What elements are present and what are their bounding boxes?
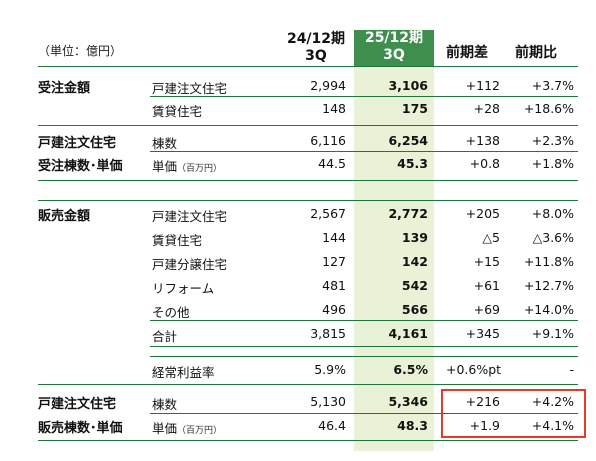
diff-value: +69 xyxy=(473,302,500,317)
curr-value: 542 xyxy=(401,278,428,293)
curr-value: 6.5% xyxy=(393,362,428,377)
prev-value: 481 xyxy=(322,278,346,293)
unit-label: （単位：億円） xyxy=(38,44,123,58)
row-label: 経常利益率 xyxy=(152,365,215,380)
diff-value: +216 xyxy=(465,394,500,409)
curr-value: 139 xyxy=(401,230,428,245)
table-rule xyxy=(150,356,578,357)
header-previous-period: 24/12期 3Q xyxy=(286,31,346,65)
row-label-note: （百万円） xyxy=(177,164,223,174)
ratio-value: +9.1% xyxy=(531,326,574,341)
row-label: 合計 xyxy=(152,329,178,344)
row-label-note: （百万円） xyxy=(177,426,223,436)
row-label: 棟数 xyxy=(152,397,178,412)
ratio-value: +11.8% xyxy=(523,254,574,269)
row-label: 戸建注文住宅 xyxy=(152,81,228,96)
prev-value: 46.4 xyxy=(318,418,346,433)
highlight-callout-box xyxy=(441,389,586,438)
diff-value: +345 xyxy=(465,326,500,341)
curr-value: 2,772 xyxy=(388,206,428,221)
row-label: その他 xyxy=(152,305,190,320)
ratio-value: +4.2% xyxy=(531,394,574,409)
header-current-period-line2: 3Q xyxy=(383,47,405,63)
prev-value: 2,994 xyxy=(310,78,346,93)
prev-value: 127 xyxy=(322,254,346,269)
row-label: 棟数 xyxy=(152,136,178,151)
ratio-value: +2.3% xyxy=(531,133,574,148)
diff-value: +15 xyxy=(473,254,500,269)
diff-value: △5 xyxy=(482,230,500,245)
table-rule xyxy=(38,125,578,126)
ratio-value: +4.1% xyxy=(531,418,574,433)
curr-value: 175 xyxy=(401,101,428,116)
prev-value: 5,130 xyxy=(310,394,346,409)
table-rule xyxy=(150,320,578,321)
diff-value: +61 xyxy=(473,278,500,293)
ratio-value: +8.0% xyxy=(531,206,574,221)
curr-value: 5,346 xyxy=(388,394,428,409)
diff-value: +0.6%pt xyxy=(446,362,502,377)
prev-value: 144 xyxy=(322,230,346,245)
curr-value: 48.3 xyxy=(397,418,428,433)
row-label: 戸建注文住宅 xyxy=(152,209,228,224)
ratio-value: +12.7% xyxy=(523,278,574,293)
header-previous-period-line2: 3Q xyxy=(305,48,327,64)
table-rule xyxy=(38,440,578,441)
curr-value: 142 xyxy=(401,254,428,269)
header-current-period-line1: 25/12期 xyxy=(364,30,424,46)
prev-value: 3,815 xyxy=(310,326,346,341)
diff-value: +1.9 xyxy=(469,418,500,433)
section-label: 受注棟数･単価 xyxy=(38,159,123,174)
curr-value: 4,161 xyxy=(388,326,428,341)
diff-value: +205 xyxy=(465,206,500,221)
table-rule xyxy=(38,384,578,385)
prev-value: 44.5 xyxy=(318,156,346,171)
table-rule xyxy=(150,346,578,347)
prev-value: 148 xyxy=(322,101,346,116)
section-label: 戸建注文住宅 xyxy=(38,397,117,412)
ratio-value: +1.8% xyxy=(531,156,574,171)
table-rule xyxy=(150,413,578,414)
ratio-value: - xyxy=(569,362,574,377)
header-current-period: 25/12期 3Q xyxy=(354,30,434,66)
table-rule xyxy=(150,96,578,97)
header-previous-period-line1: 24/12期 xyxy=(286,31,346,47)
row-label: 単価（百万円） xyxy=(152,418,222,437)
table-rule xyxy=(150,151,578,152)
row-label: 戸建分譲住宅 xyxy=(152,257,228,272)
row-label: リフォーム xyxy=(152,281,215,296)
current-period-highlight xyxy=(354,66,434,451)
header-ratio: 前期比 xyxy=(515,45,557,61)
row-label: 単価（百万円） xyxy=(152,156,222,175)
table-rule xyxy=(38,180,578,181)
diff-value: +138 xyxy=(465,133,500,148)
prev-value: 6,116 xyxy=(310,133,346,148)
row-label-text: 単価 xyxy=(152,421,178,436)
row-label-text: 単価 xyxy=(152,159,178,174)
table-rule xyxy=(38,200,578,201)
row-label: 賃貸住宅 xyxy=(152,233,203,248)
curr-value: 6,254 xyxy=(388,133,428,148)
curr-value: 566 xyxy=(401,302,428,317)
section-label: 戸建注文住宅 xyxy=(38,136,117,151)
section-label: 販売棟数･単価 xyxy=(38,421,123,436)
curr-value: 3,106 xyxy=(388,78,428,93)
ratio-value: +14.0% xyxy=(523,302,574,317)
prev-value: 5.9% xyxy=(314,362,346,377)
prev-value: 2,567 xyxy=(310,206,346,221)
ratio-value: +18.6% xyxy=(523,101,574,116)
section-label: 販売金額 xyxy=(38,209,91,224)
prev-value: 496 xyxy=(322,302,346,317)
diff-value: +28 xyxy=(473,101,500,116)
header-difference: 前期差 xyxy=(446,45,488,61)
ratio-value: △3.6% xyxy=(532,230,574,245)
section-label: 受注金額 xyxy=(38,81,91,96)
table-rule xyxy=(38,66,578,67)
diff-value: +112 xyxy=(465,78,500,93)
diff-value: +0.8 xyxy=(469,156,500,171)
ratio-value: +3.7% xyxy=(531,78,574,93)
curr-value: 45.3 xyxy=(397,156,428,171)
row-label: 賃貸住宅 xyxy=(152,104,203,119)
